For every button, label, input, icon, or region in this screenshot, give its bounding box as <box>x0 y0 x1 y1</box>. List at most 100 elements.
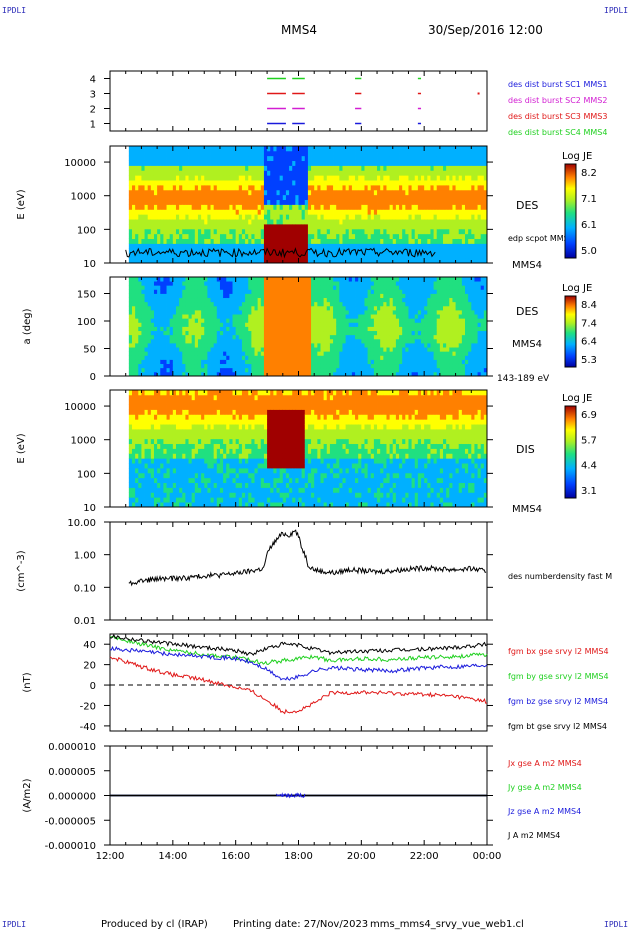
des-energy-cell <box>295 238 299 244</box>
des-energy-cell <box>232 199 237 205</box>
pitch-angle-cell <box>320 289 325 294</box>
des-energy-cell <box>430 150 434 157</box>
des-energy-cell <box>383 175 387 181</box>
des-energy-cell <box>175 204 180 210</box>
pitch-angle-cell <box>213 277 218 282</box>
pitch-angle-cell <box>267 314 271 319</box>
pitch-angle-cell <box>351 318 356 323</box>
pitch-angle-cell <box>251 301 255 307</box>
des-energy-cell <box>458 248 463 254</box>
des-energy-cell <box>329 228 334 235</box>
pitch-angle-cell <box>248 367 252 373</box>
des-energy-cell <box>348 170 353 176</box>
pitch-angle-cell <box>238 330 243 336</box>
pitch-angle-cell <box>307 285 312 290</box>
pitch-angle-cell <box>273 326 277 332</box>
des-energy-cell <box>443 180 447 186</box>
pitch-angle-cell <box>201 301 205 307</box>
pitch-angle-cell <box>182 371 186 377</box>
pitch-angle-cell <box>358 371 362 377</box>
pitch-angle-cell <box>307 310 312 315</box>
pitch-angle-cell <box>131 281 136 286</box>
des-energy-cell <box>304 214 309 220</box>
des-energy-cell <box>361 189 365 196</box>
pitch-angle-cell <box>267 326 271 332</box>
pitch-angle-cell <box>191 281 196 286</box>
des-energy-cell <box>314 204 318 210</box>
des-energy-cell <box>465 258 469 264</box>
des-energy-cell <box>204 238 208 244</box>
des-energy-cell <box>157 180 161 186</box>
des-energy-cell <box>141 233 145 240</box>
des-energy-cell <box>263 189 268 196</box>
des-energy-cell <box>345 224 350 230</box>
des-energy-cell <box>483 258 488 264</box>
pitch-angle-cell <box>197 285 202 290</box>
pitch-angle-cell <box>326 326 331 332</box>
pitch-angle-cell <box>160 334 164 340</box>
des-energy-cell <box>405 238 409 244</box>
des-energy-cell <box>424 214 428 220</box>
des-energy-cell <box>191 228 196 235</box>
pitch-angle-cell <box>194 334 199 340</box>
des-energy-cell <box>367 150 372 157</box>
des-energy-cell <box>430 204 434 210</box>
des-energy-cell <box>263 194 268 201</box>
des-energy-cell <box>408 146 412 152</box>
des-energy-cell <box>182 170 186 176</box>
des-energy-cell <box>351 224 356 230</box>
des-energy-cell <box>251 155 255 162</box>
des-energy-cell <box>289 175 293 181</box>
des-energy-cell <box>373 248 378 254</box>
des-energy-cell <box>270 253 274 259</box>
pitch-angle-cell <box>257 351 262 356</box>
des-energy-cell <box>201 155 205 162</box>
des-energy-cell <box>380 194 384 201</box>
pitch-angle-cell <box>370 343 375 348</box>
pitch-angle-cell <box>182 289 186 294</box>
des-energy-cell <box>201 214 205 220</box>
pitch-angle-cell <box>351 285 356 290</box>
des-energy-cell <box>439 150 444 157</box>
des-energy-cell <box>292 170 296 176</box>
pitch-angle-cell <box>364 293 369 299</box>
des-energy-cell <box>424 199 428 205</box>
pitch-angle-cell <box>141 314 145 319</box>
pitch-angle-cell <box>348 289 353 294</box>
pitch-angle-cell <box>395 351 400 356</box>
des-energy-cell <box>163 253 167 259</box>
pitch-angle-cell <box>392 297 397 303</box>
pitch-angle-cell <box>267 351 271 356</box>
des-energy-cell <box>461 209 466 215</box>
des-energy-cell <box>191 214 196 220</box>
des-energy-cell <box>373 165 378 171</box>
pitch-angle-cell <box>185 285 189 290</box>
des-energy-cell <box>197 233 202 240</box>
des-energy-cell <box>135 175 139 181</box>
des-energy-cell <box>367 180 372 186</box>
pitch-angle-cell <box>150 326 155 332</box>
des-energy-cell <box>257 219 262 225</box>
des-energy-cell <box>207 204 211 210</box>
des-energy-cell <box>443 214 447 220</box>
des-energy-cell <box>172 214 177 220</box>
des-energy-cell <box>323 209 328 215</box>
des-energy-cell <box>389 146 394 152</box>
pitch-angle-cell <box>323 285 328 290</box>
pitch-angle-cell <box>248 355 252 360</box>
des-energy-cell <box>254 243 259 249</box>
des-energy-cell <box>430 185 434 191</box>
des-energy-cell <box>298 219 303 225</box>
pitch-angle-cell <box>311 343 315 348</box>
des-energy-cell <box>465 189 469 196</box>
des-energy-cell <box>333 199 337 205</box>
des-energy-cell <box>436 219 441 225</box>
des-energy-cell <box>172 185 177 191</box>
pitch-angle-cell <box>339 310 343 315</box>
pitch-angle-cell <box>276 293 281 299</box>
pitch-angle-cell <box>263 289 268 294</box>
des-energy-cell <box>185 228 189 235</box>
des-energy-cell <box>355 219 359 225</box>
pitch-angle-cell <box>342 338 347 344</box>
des-energy-cell <box>399 165 403 171</box>
